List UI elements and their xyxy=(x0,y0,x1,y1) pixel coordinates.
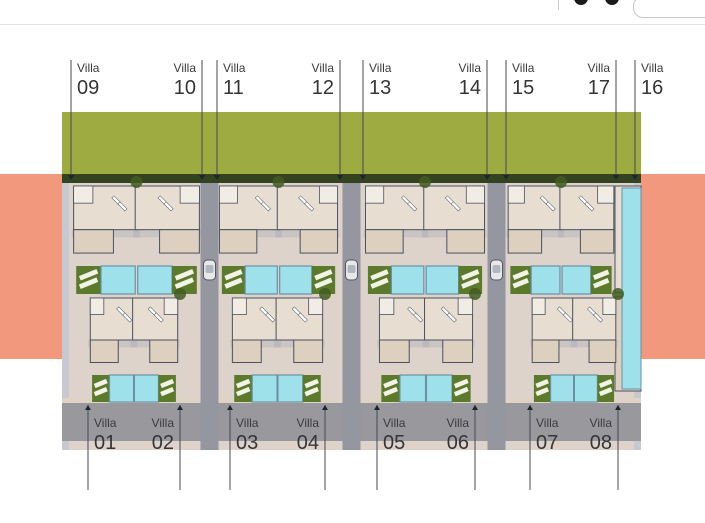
svg-text:Villa: Villa xyxy=(174,61,197,75)
svg-text:Villa: Villa xyxy=(512,61,535,75)
svg-text:Villa: Villa xyxy=(94,416,117,430)
svg-text:08: 08 xyxy=(590,432,612,454)
svg-text:14: 14 xyxy=(459,77,481,99)
svg-text:Villa: Villa xyxy=(312,61,335,75)
svg-text:11: 11 xyxy=(223,77,244,99)
svg-text:15: 15 xyxy=(512,77,534,99)
svg-text:Villa: Villa xyxy=(447,416,470,430)
svg-text:Villa: Villa xyxy=(536,416,559,430)
svg-text:Villa: Villa xyxy=(236,416,259,430)
svg-text:Villa: Villa xyxy=(383,416,406,430)
svg-text:Villa: Villa xyxy=(590,416,613,430)
svg-text:16: 16 xyxy=(641,77,663,99)
svg-text:10: 10 xyxy=(174,77,196,99)
svg-text:Villa: Villa xyxy=(77,61,100,75)
svg-text:03: 03 xyxy=(236,432,258,454)
svg-text:13: 13 xyxy=(369,77,391,99)
svg-text:17: 17 xyxy=(588,77,610,99)
svg-text:02: 02 xyxy=(152,432,174,454)
svg-text:09: 09 xyxy=(77,77,99,99)
svg-text:Villa: Villa xyxy=(369,61,392,75)
svg-text:01: 01 xyxy=(94,432,116,454)
svg-text:12: 12 xyxy=(312,77,334,99)
svg-text:Villa: Villa xyxy=(223,61,246,75)
svg-text:Villa: Villa xyxy=(297,416,320,430)
svg-text:05: 05 xyxy=(383,432,405,454)
svg-text:07: 07 xyxy=(536,432,558,454)
svg-text:Villa: Villa xyxy=(459,61,482,75)
svg-text:Villa: Villa xyxy=(152,416,175,430)
svg-text:04: 04 xyxy=(297,432,319,454)
svg-text:Villa: Villa xyxy=(641,61,664,75)
svg-text:Villa: Villa xyxy=(588,61,611,75)
svg-text:06: 06 xyxy=(447,432,469,454)
